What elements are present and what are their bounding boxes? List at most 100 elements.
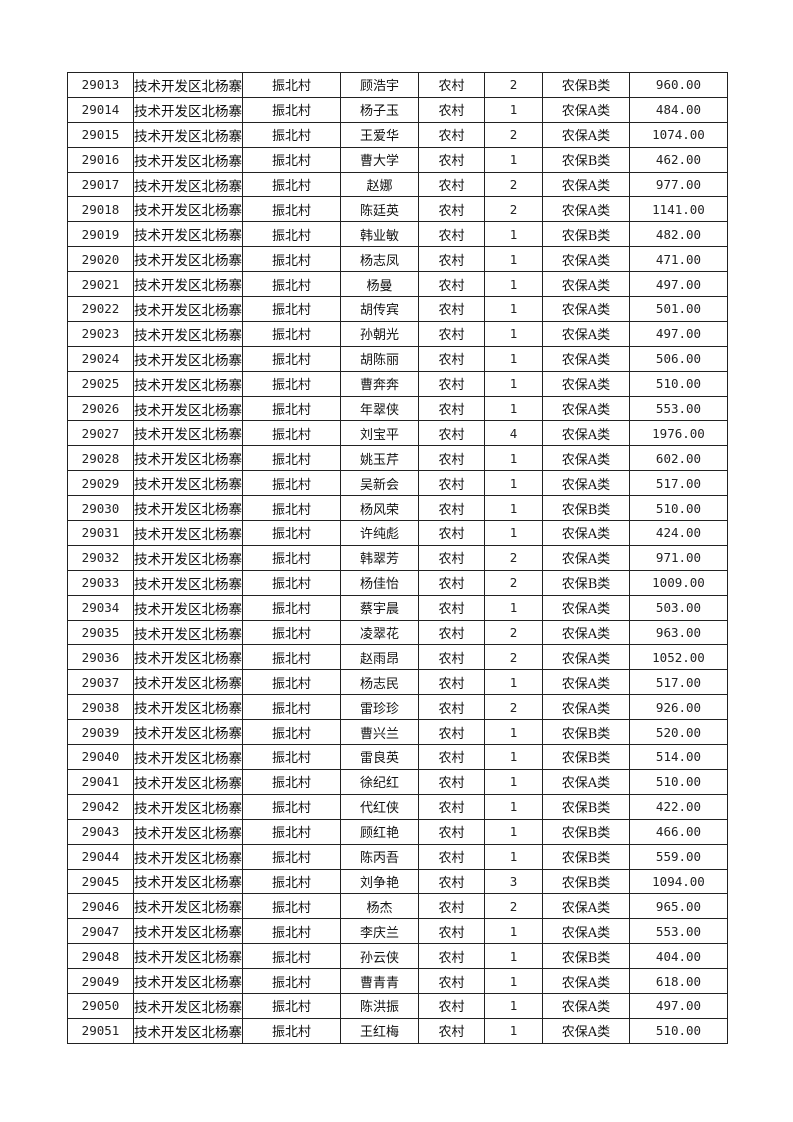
region-cell: 技术开发区北杨寨 bbox=[133, 569, 243, 596]
count-cell: 1 bbox=[484, 719, 543, 746]
village-cell: 振北村 bbox=[242, 793, 341, 820]
amount-cell: 553.00 bbox=[629, 918, 728, 945]
region-text: 技术开发区北杨寨 bbox=[134, 253, 242, 270]
id-cell: 29036 bbox=[67, 644, 134, 671]
count-cell: 2 bbox=[484, 694, 543, 721]
name-cell: 孙云侠 bbox=[340, 943, 419, 970]
name-cell: 胡传宾 bbox=[340, 296, 419, 322]
village-cell: 振北村 bbox=[242, 818, 341, 845]
table-row: 29039 技术开发区北杨寨 振北村 曹兴兰 农村 1 农保B类 520.00 bbox=[67, 719, 728, 746]
id-cell: 29022 bbox=[67, 296, 134, 322]
count-cell: 1 bbox=[484, 246, 543, 273]
region-cell: 技术开发区北杨寨 bbox=[133, 544, 243, 571]
category-cell: 农保A类 bbox=[542, 918, 630, 945]
count-cell: 1 bbox=[484, 345, 543, 372]
category-cell: 农保A类 bbox=[542, 271, 630, 298]
region-text: 技术开发区北杨寨 bbox=[134, 178, 242, 195]
village-cell: 振北村 bbox=[242, 345, 341, 372]
region-cell: 技术开发区北杨寨 bbox=[133, 445, 243, 472]
type-cell: 农村 bbox=[418, 594, 485, 621]
region-text: 技术开发区北杨寨 bbox=[134, 750, 242, 767]
region-text: 技术开发区北杨寨 bbox=[134, 427, 242, 444]
table-row: 29023 技术开发区北杨寨 振北村 孙朝光 农村 1 农保A类 497.00 bbox=[67, 320, 728, 347]
amount-cell: 510.00 bbox=[629, 768, 728, 795]
region-text: 技术开发区北杨寨 bbox=[134, 651, 242, 668]
village-cell: 振北村 bbox=[242, 196, 341, 223]
type-cell: 农村 bbox=[418, 893, 485, 920]
id-cell: 29019 bbox=[67, 221, 134, 248]
amount-cell: 514.00 bbox=[629, 744, 728, 770]
type-cell: 农村 bbox=[418, 619, 485, 646]
type-cell: 农村 bbox=[418, 246, 485, 273]
village-cell: 振北村 bbox=[242, 669, 341, 696]
id-cell: 29014 bbox=[67, 96, 134, 123]
table-row: 29044 技术开发区北杨寨 振北村 陈丙吾 农村 1 农保B类 559.00 bbox=[67, 843, 728, 870]
village-cell: 振北村 bbox=[242, 893, 341, 920]
village-cell: 振北村 bbox=[242, 370, 341, 397]
type-cell: 农村 bbox=[418, 420, 485, 447]
count-cell: 1 bbox=[484, 793, 543, 820]
village-cell: 振北村 bbox=[242, 520, 341, 546]
region-text: 技术开发区北杨寨 bbox=[134, 850, 242, 867]
category-cell: 农保B类 bbox=[542, 72, 630, 98]
count-cell: 1 bbox=[484, 320, 543, 347]
count-cell: 1 bbox=[484, 968, 543, 994]
table-row: 29043 技术开发区北杨寨 振北村 顾红艳 农村 1 农保B类 466.00 bbox=[67, 818, 728, 845]
table-row: 29018 技术开发区北杨寨 振北村 陈廷英 农村 2 农保A类 1141.00 bbox=[67, 196, 728, 223]
name-cell: 刘宝平 bbox=[340, 420, 419, 447]
amount-cell: 497.00 bbox=[629, 992, 728, 1019]
type-cell: 农村 bbox=[418, 943, 485, 970]
id-cell: 29043 bbox=[67, 818, 134, 845]
village-cell: 振北村 bbox=[242, 271, 341, 298]
name-cell: 年翠侠 bbox=[340, 395, 419, 422]
name-cell: 凌翠花 bbox=[340, 619, 419, 646]
table-row: 29040 技术开发区北杨寨 振北村 雷良英 农村 1 农保B类 514.00 bbox=[67, 744, 728, 770]
region-cell: 技术开发区北杨寨 bbox=[133, 818, 243, 845]
count-cell: 1 bbox=[484, 744, 543, 770]
category-cell: 农保B类 bbox=[542, 221, 630, 248]
region-text: 技术开发区北杨寨 bbox=[134, 203, 242, 220]
table-row: 29049 技术开发区北杨寨 振北村 曹青青 农村 1 农保A类 618.00 bbox=[67, 968, 728, 994]
amount-cell: 971.00 bbox=[629, 544, 728, 571]
type-cell: 农村 bbox=[418, 719, 485, 746]
id-cell: 29020 bbox=[67, 246, 134, 273]
count-cell: 2 bbox=[484, 171, 543, 198]
region-cell: 技术开发区北杨寨 bbox=[133, 992, 243, 1019]
region-cell: 技术开发区北杨寨 bbox=[133, 395, 243, 422]
count-cell: 1 bbox=[484, 146, 543, 173]
table-row: 29014 技术开发区北杨寨 振北村 杨子玉 农村 1 农保A类 484.00 bbox=[67, 96, 728, 123]
village-cell: 振北村 bbox=[242, 246, 341, 273]
id-cell: 29031 bbox=[67, 520, 134, 546]
category-cell: 农保A类 bbox=[542, 1017, 630, 1044]
amount-cell: 1976.00 bbox=[629, 420, 728, 447]
count-cell: 1 bbox=[484, 669, 543, 696]
table-row: 29027 技术开发区北杨寨 振北村 刘宝平 农村 4 农保A类 1976.00 bbox=[67, 420, 728, 447]
category-cell: 农保B类 bbox=[542, 569, 630, 596]
category-cell: 农保A类 bbox=[542, 171, 630, 198]
category-cell: 农保A类 bbox=[542, 694, 630, 721]
amount-cell: 497.00 bbox=[629, 271, 728, 298]
id-cell: 29016 bbox=[67, 146, 134, 173]
count-cell: 1 bbox=[484, 296, 543, 322]
table-row: 29051 技术开发区北杨寨 振北村 王红梅 农村 1 农保A类 510.00 bbox=[67, 1017, 728, 1044]
type-cell: 农村 bbox=[418, 146, 485, 173]
table-body: 29013 技术开发区北杨寨 振北村 顾浩宇 农村 2 农保B类 960.00 29014 技术开… bbox=[67, 72, 728, 1044]
region-cell: 技术开发区北杨寨 bbox=[133, 345, 243, 372]
village-cell: 振北村 bbox=[242, 320, 341, 347]
region-text: 技术开发区北杨寨 bbox=[134, 502, 242, 519]
name-cell: 韩翠芳 bbox=[340, 544, 419, 571]
village-cell: 振北村 bbox=[242, 96, 341, 123]
data-table: 29013 技术开发区北杨寨 振北村 顾浩宇 农村 2 农保B类 960.00 29014 技术开… bbox=[67, 72, 728, 1044]
region-cell: 技术开发区北杨寨 bbox=[133, 644, 243, 671]
type-cell: 农村 bbox=[418, 918, 485, 945]
id-cell: 29021 bbox=[67, 271, 134, 298]
region-cell: 技术开发区北杨寨 bbox=[133, 619, 243, 646]
region-cell: 技术开发区北杨寨 bbox=[133, 943, 243, 970]
region-cell: 技术开发区北杨寨 bbox=[133, 72, 243, 98]
id-cell: 29050 bbox=[67, 992, 134, 1019]
table-row: 29017 技术开发区北杨寨 振北村 赵娜 农村 2 农保A类 977.00 bbox=[67, 171, 728, 198]
category-cell: 农保A类 bbox=[542, 968, 630, 994]
type-cell: 农村 bbox=[418, 345, 485, 372]
region-text: 技术开发区北杨寨 bbox=[134, 775, 242, 792]
table-row: 29028 技术开发区北杨寨 振北村 姚玉芹 农村 1 农保A类 602.00 bbox=[67, 445, 728, 472]
